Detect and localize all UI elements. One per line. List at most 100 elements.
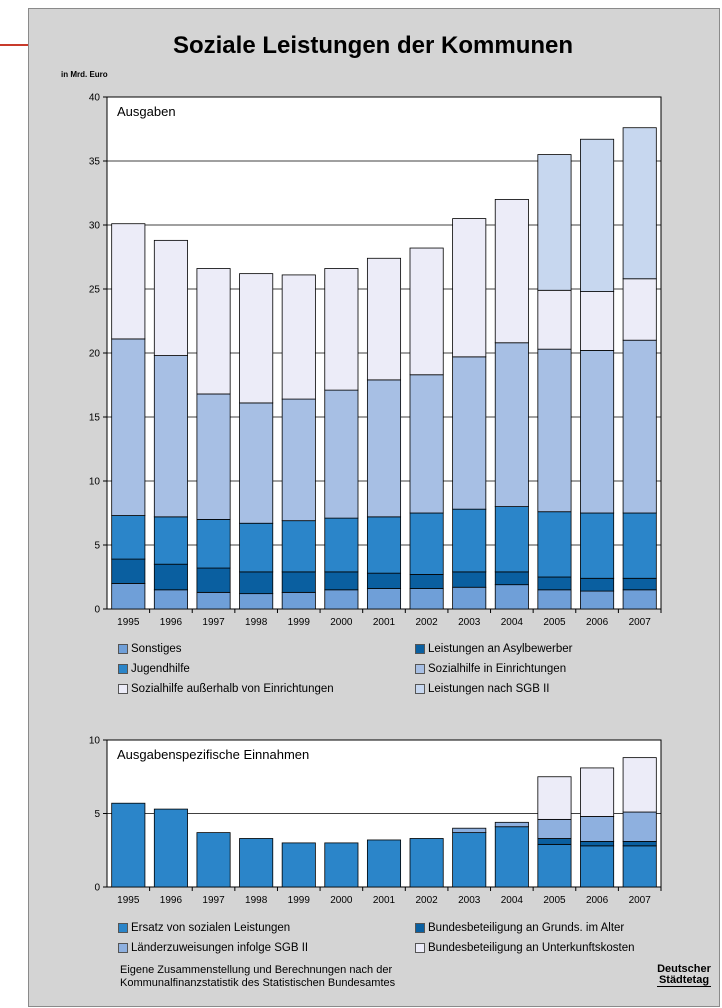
- bar-segment: [537, 154, 572, 291]
- legend-item: Bundesbeteiligung an Unterkunftskosten: [415, 942, 635, 954]
- legend-item: Leistungen an Asylbewerber: [415, 643, 573, 655]
- bar-segment: [580, 512, 615, 579]
- x-tick-label: 1996: [160, 895, 183, 906]
- bar-segment: [494, 342, 529, 508]
- legend-item: Länderzuweisungen infolge SGB II: [118, 942, 308, 954]
- unit-label: in Mrd. Euro: [61, 70, 108, 79]
- bar-segment: [111, 338, 146, 516]
- bar-segment: [622, 278, 657, 341]
- x-tick-label: 2006: [586, 617, 609, 628]
- bar-segment: [622, 512, 657, 579]
- y-tick-label: 40: [89, 93, 101, 104]
- legend-item: Leistungen nach SGB II: [415, 683, 549, 695]
- legend-item: Sozialhilfe in Einrichtungen: [415, 663, 566, 675]
- legend-item: Jugendhilfe: [118, 663, 190, 675]
- legend-label: Bundesbeteiligung an Grunds. im Alter: [428, 922, 625, 934]
- bar-segment: [494, 821, 529, 828]
- bar-segment: [153, 355, 188, 518]
- x-tick-label: 2004: [501, 617, 524, 628]
- bar-segment: [452, 218, 487, 358]
- bar-segment: [281, 274, 316, 400]
- bar-segment: [111, 223, 146, 340]
- bar-segment: [111, 558, 146, 584]
- legend-label: Jugendhilfe: [131, 663, 190, 675]
- bar-segment: [324, 842, 359, 888]
- x-tick-label: 2003: [458, 617, 481, 628]
- x-tick-label: 1996: [160, 617, 183, 628]
- x-tick-label: 1997: [202, 895, 225, 906]
- x-tick-label: 2003: [458, 895, 481, 906]
- x-tick-label: 2002: [415, 895, 438, 906]
- bar-segment: [622, 845, 657, 888]
- x-tick-label: 1995: [117, 895, 140, 906]
- bar-segment: [281, 842, 316, 888]
- logo-line: Städtetag: [656, 974, 712, 987]
- page-title: Soziale Leistungen der Kommunen: [172, 32, 574, 59]
- y-tick-label: 5: [94, 541, 100, 552]
- bar-segment: [366, 257, 402, 381]
- bar-segment: [196, 567, 231, 593]
- bar-segment: [537, 818, 572, 839]
- bar-segment: [580, 138, 615, 292]
- bar-segment: [537, 838, 572, 845]
- bar-segment: [409, 512, 444, 575]
- bar-segment: [537, 348, 572, 513]
- legend-item: Ersatz von sozialen Leistungen: [118, 922, 290, 934]
- bar-segment: [153, 516, 188, 565]
- accent-mark: [0, 44, 28, 46]
- legend-swatch: [118, 923, 128, 933]
- footnote-line: Kommunalfinanzstatistik des Statistische…: [120, 977, 396, 989]
- x-tick-label: 2002: [415, 617, 438, 628]
- x-tick-label: 2004: [501, 895, 524, 906]
- y-tick-label: 10: [89, 736, 101, 747]
- source-footnote: Eigene Zusammenstellung und Berechnungen…: [120, 964, 395, 990]
- legend-label: Sozialhilfe in Einrichtungen: [428, 663, 567, 675]
- bar-segment: [366, 839, 402, 888]
- staedtetag-logo: Deutscher Städtetag: [650, 964, 718, 987]
- bar-segment: [153, 808, 188, 888]
- x-tick-label: 1999: [288, 895, 311, 906]
- bar-segment: [537, 843, 572, 888]
- legend-label: Ersatz von sozialen Leistungen: [131, 922, 291, 934]
- bar-segment: [409, 247, 444, 376]
- y-tick-label: 20: [89, 349, 101, 360]
- bar-segment: [452, 508, 487, 573]
- x-tick-label: 2007: [629, 895, 652, 906]
- bar-segment: [111, 583, 146, 610]
- bar-segment: [324, 268, 359, 391]
- legend-swatch: [415, 923, 425, 933]
- bar-segment: [239, 402, 274, 524]
- legend-swatch: [118, 664, 128, 674]
- logo-line: Deutscher: [657, 963, 711, 975]
- x-tick-label: 2001: [373, 617, 396, 628]
- x-tick-label: 2005: [543, 617, 566, 628]
- panel-label: Ausgaben: [117, 104, 176, 119]
- bar-segment: [494, 826, 529, 888]
- bar-segment: [580, 845, 615, 888]
- bar-segment: [196, 268, 231, 395]
- legend-swatch: [118, 684, 128, 694]
- x-tick-label: 2006: [586, 895, 609, 906]
- footnote-line: Eigene Zusammenstellung und Berechnungen…: [120, 964, 393, 976]
- bar-segment: [153, 239, 188, 356]
- x-tick-label: 1998: [245, 895, 268, 906]
- bar-segment: [111, 802, 146, 888]
- bar-segment: [281, 520, 316, 573]
- bar-segment: [239, 838, 274, 888]
- legend-swatch: [415, 684, 425, 694]
- x-tick-label: 1997: [202, 617, 225, 628]
- bar-segment: [324, 389, 359, 519]
- legend-label: Sozialhilfe außerhalb von Einrichtungen: [131, 683, 334, 695]
- legend-item: Sonstiges: [118, 643, 182, 655]
- bar-segment: [580, 291, 615, 351]
- panel-label: Ausgabenspezifische Einnahmen: [117, 747, 309, 762]
- bar-segment: [281, 398, 316, 522]
- x-tick-label: 2000: [330, 617, 353, 628]
- y-tick-label: 30: [89, 221, 101, 232]
- bar-segment: [409, 374, 444, 514]
- y-tick-label: 15: [89, 413, 101, 424]
- x-tick-label: 1998: [245, 617, 268, 628]
- bar-segment: [580, 841, 615, 847]
